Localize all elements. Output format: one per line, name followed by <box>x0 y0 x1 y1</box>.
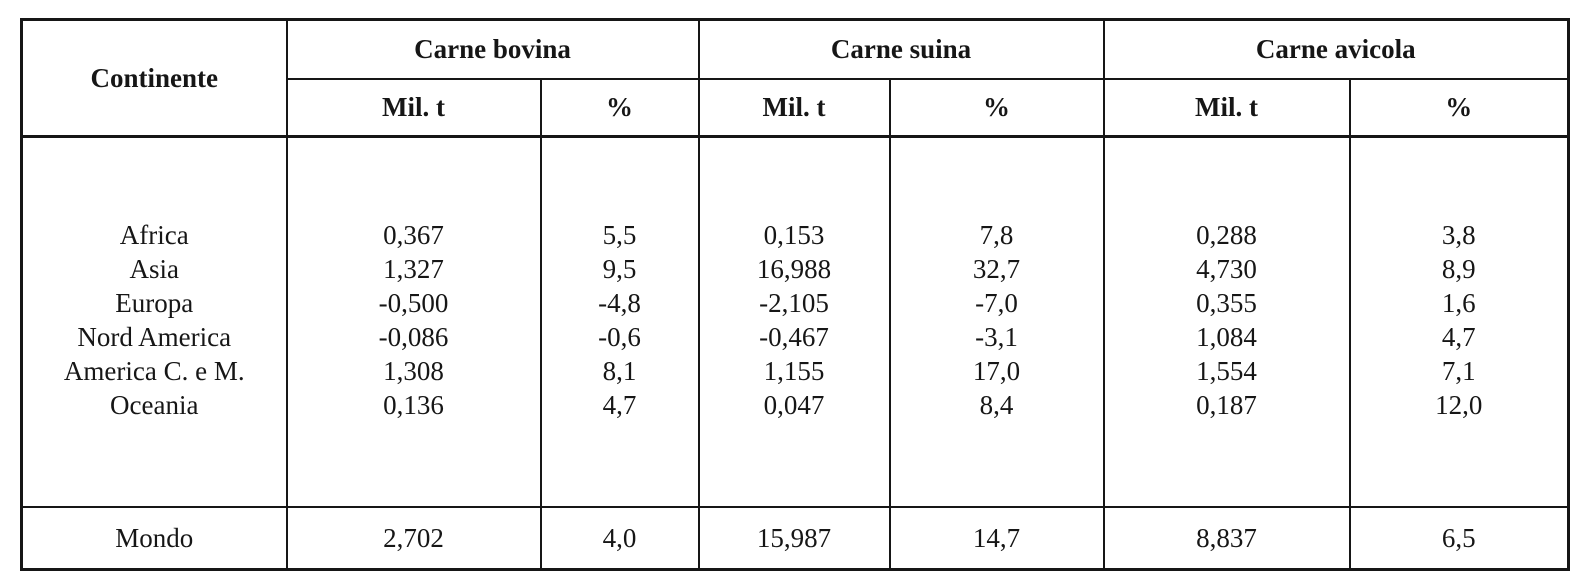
bovina-pct-cell: 5,5 <box>539 218 699 252</box>
suina-pct-cell: 8,4 <box>888 388 1104 422</box>
subheader-suina-mil-t: Mil. t <box>697 79 890 138</box>
avicola-mil-cell: 1,554 <box>1102 354 1350 388</box>
avicola-mil-cell: 8,837 <box>1102 506 1350 570</box>
col-header-continente: Continente <box>21 19 287 138</box>
table-row-america-c-e-m: America C. e M. 1,308 8,1 1,155 17,0 1,5… <box>22 354 1569 388</box>
avicola-pct-cell: 8,9 <box>1348 252 1569 286</box>
suina-mil-cell: 0,153 <box>697 218 890 252</box>
spacer-cell <box>697 136 890 218</box>
bovina-mil-cell: 1,308 <box>285 354 541 388</box>
continent-cell: America C. e M. <box>63 356 245 386</box>
suina-pct-cell: -3,1 <box>888 320 1104 354</box>
avicola-mil-cell: 0,288 <box>1102 218 1350 252</box>
subheader-avicola-mil-t: Mil. t <box>1102 79 1350 138</box>
suina-mil-cell: 15,987 <box>697 506 890 570</box>
bovina-pct-cell: 4,7 <box>539 388 699 422</box>
spacer-cell <box>1102 422 1350 507</box>
avicola-pct-cell: 3,8 <box>1348 218 1569 252</box>
suina-pct-cell: 17,0 <box>888 354 1104 388</box>
spacer-cell <box>22 422 287 507</box>
avicola-pct-cell: 12,0 <box>1348 388 1569 422</box>
suina-mil-cell: -0,467 <box>697 320 890 354</box>
suina-pct-cell: 14,7 <box>888 506 1104 570</box>
continents-meat-table: Continente Carne bovina Carne suina Carn… <box>20 18 1571 571</box>
spacer-cell <box>539 422 699 507</box>
table-row-europa: Europa -0,500 -4,8 -2,105 -7,0 0,355 1,6 <box>22 286 1569 320</box>
spacer-cell <box>697 422 890 507</box>
table-row-africa: Africa 0,367 5,5 0,153 7,8 0,288 3,8 <box>22 218 1569 252</box>
group-header-carne-suina: Carne suina <box>697 19 1104 80</box>
continent-cell: Oceania <box>110 390 199 420</box>
group-header-carne-bovina: Carne bovina <box>285 19 699 80</box>
avicola-pct-cell: 4,7 <box>1348 320 1569 354</box>
spacer-row <box>22 136 1569 219</box>
subheader-suina-pct: % <box>888 79 1104 138</box>
spacer-cell <box>285 136 541 218</box>
suina-mil-cell: 0,047 <box>697 388 890 422</box>
table-row-nord-america: Nord America -0,086 -0,6 -0,467 -3,1 1,0… <box>22 320 1569 354</box>
continent-cell: Africa <box>119 220 189 250</box>
spacer-cell <box>888 136 1104 218</box>
avicola-pct-cell: 1,6 <box>1348 286 1569 320</box>
spacer-cell <box>888 422 1104 507</box>
avicola-mil-cell: 4,730 <box>1102 252 1350 286</box>
table-row-oceania: Oceania 0,136 4,7 0,047 8,4 0,187 12,0 <box>22 388 1569 422</box>
subheader-bovina-mil-t: Mil. t <box>285 79 541 138</box>
table-row-asia: Asia 1,327 9,5 16,988 32,7 4,730 8,9 <box>22 252 1569 286</box>
continent-cell: Asia <box>129 254 180 284</box>
continent-cell: Mondo <box>21 506 287 570</box>
table-row-mondo-total: Mondo 2,702 4,0 15,987 14,7 8,837 6,5 <box>21 506 1569 570</box>
continent-cell: Nord America <box>77 322 232 352</box>
bovina-mil-cell: -0,500 <box>285 286 541 320</box>
bovina-pct-cell: 8,1 <box>539 354 699 388</box>
spacer-row <box>22 422 1569 507</box>
suina-pct-cell: 7,8 <box>888 218 1104 252</box>
spacer-cell <box>1102 136 1350 218</box>
continent-cell: Europa <box>115 288 194 318</box>
bovina-mil-cell: 0,367 <box>285 218 541 252</box>
suina-mil-cell: -2,105 <box>697 286 890 320</box>
avicola-mil-cell: 1,084 <box>1102 320 1350 354</box>
suina-pct-cell: 32,7 <box>888 252 1104 286</box>
spacer-cell <box>1348 422 1569 507</box>
avicola-pct-cell: 6,5 <box>1348 506 1569 570</box>
bovina-mil-cell: -0,086 <box>285 320 541 354</box>
bovina-pct-cell: -0,6 <box>539 320 699 354</box>
suina-mil-cell: 16,988 <box>697 252 890 286</box>
page: Continente Carne bovina Carne suina Carn… <box>20 18 1571 571</box>
avicola-mil-cell: 0,187 <box>1102 388 1350 422</box>
avicola-mil-cell: 0,355 <box>1102 286 1350 320</box>
bovina-pct-cell: 9,5 <box>539 252 699 286</box>
subheader-bovina-pct: % <box>539 79 699 138</box>
bovina-mil-cell: 0,136 <box>285 388 541 422</box>
bovina-mil-cell: 2,702 <box>285 506 541 570</box>
bovina-pct-cell: -4,8 <box>539 286 699 320</box>
sub-header-row: Mil. t % Mil. t % Mil. t % <box>22 79 1569 138</box>
group-header-row: Continente Carne bovina Carne suina Carn… <box>21 19 1569 138</box>
avicola-pct-cell: 7,1 <box>1348 354 1569 388</box>
group-header-carne-avicola: Carne avicola <box>1102 19 1569 80</box>
spacer-cell <box>1348 136 1569 218</box>
subheader-avicola-pct: % <box>1348 79 1569 138</box>
suina-pct-cell: -7,0 <box>888 286 1104 320</box>
spacer-cell <box>22 137 287 219</box>
bovina-mil-cell: 1,327 <box>285 252 541 286</box>
bovina-pct-cell: 4,0 <box>539 506 699 570</box>
spacer-cell <box>539 136 699 218</box>
spacer-cell <box>285 422 541 507</box>
suina-mil-cell: 1,155 <box>697 354 890 388</box>
